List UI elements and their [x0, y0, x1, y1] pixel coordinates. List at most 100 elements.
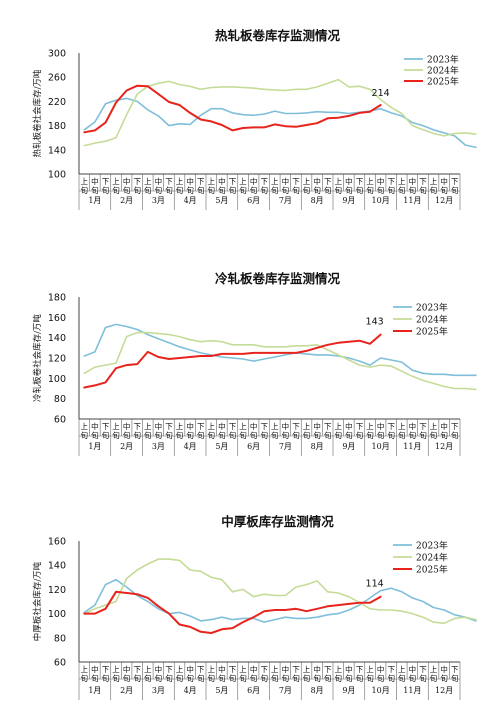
dekad-label: 下旬 — [387, 177, 395, 195]
dekad-label: 中旬 — [123, 176, 131, 195]
dekad-label: 中旬 — [250, 664, 258, 683]
dekad-label: 下旬 — [387, 422, 395, 440]
dekad-label: 中旬 — [155, 664, 163, 683]
month-label: 5月 — [215, 686, 228, 695]
month-label: 5月 — [215, 442, 228, 451]
dekad-label: 中旬 — [409, 664, 417, 683]
series-line-2025年 — [83, 333, 382, 389]
dekad-label: 下旬 — [356, 665, 364, 683]
dekad-label: 上旬 — [366, 422, 374, 440]
dekad-label: 上旬 — [335, 177, 343, 195]
y-axis-label: 热轧板卷社会库存/万吨 — [32, 69, 43, 157]
month-label: 1月 — [88, 442, 101, 451]
month-label: 4月 — [184, 686, 197, 695]
dekad-label: 上旬 — [112, 422, 120, 440]
dekad-label: 下旬 — [451, 177, 459, 195]
dekad-label: 上旬 — [239, 422, 247, 440]
dekad-label: 中旬 — [218, 421, 226, 440]
dekad-label: 上旬 — [176, 422, 184, 440]
dekad-label: 上旬 — [271, 665, 279, 683]
month-label: 4月 — [184, 196, 197, 205]
dekad-label: 中旬 — [155, 176, 163, 195]
dekad-label: 中旬 — [313, 421, 321, 440]
data-label: 143 — [366, 317, 384, 328]
y-axis-label: 中厚板社会库存/万吨 — [32, 561, 43, 641]
dekad-label: 下旬 — [419, 665, 427, 683]
y-tick-label: 60 — [54, 658, 66, 669]
dekad-label: 中旬 — [313, 176, 321, 195]
dekad-label: 中旬 — [123, 421, 131, 440]
y-tick-label: 140 — [48, 561, 66, 572]
month-label: 7月 — [279, 442, 292, 451]
dekad-label: 下旬 — [419, 177, 427, 195]
dekad-label: 下旬 — [165, 177, 173, 195]
dekad-label: 上旬 — [176, 177, 184, 195]
dekad-label: 中旬 — [91, 664, 99, 683]
dekad-label: 下旬 — [260, 422, 268, 440]
dekad-label: 上旬 — [430, 665, 438, 683]
dekad-label: 上旬 — [398, 422, 406, 440]
month-label: 1月 — [88, 196, 101, 205]
dekad-label: 下旬 — [102, 422, 110, 440]
month-label: 1月 — [88, 686, 101, 695]
dekad-label: 下旬 — [165, 422, 173, 440]
dekad-label: 上旬 — [239, 177, 247, 195]
dekad-label: 下旬 — [229, 177, 237, 195]
dekad-label: 中旬 — [345, 176, 353, 195]
legend-label: 2025年 — [416, 326, 448, 338]
dekad-label: 中旬 — [345, 664, 353, 683]
dekad-label: 中旬 — [250, 421, 258, 440]
month-label: 7月 — [279, 686, 292, 695]
month-label: 3月 — [152, 196, 165, 205]
month-label: 5月 — [215, 196, 228, 205]
legend-label: 2023年 — [416, 540, 448, 552]
dekad-label: 下旬 — [387, 665, 395, 683]
dekad-label: 上旬 — [239, 665, 247, 683]
y-tick-label: 100 — [48, 170, 66, 181]
legend-label: 2024年 — [416, 314, 448, 326]
dekad-label: 中旬 — [186, 664, 194, 683]
dekad-label: 上旬 — [398, 665, 406, 683]
month-label: 8月 — [311, 442, 324, 451]
month-label: 2月 — [120, 442, 133, 451]
dekad-label: 下旬 — [260, 665, 268, 683]
dekad-label: 中旬 — [345, 421, 353, 440]
dekad-label: 上旬 — [335, 422, 343, 440]
dekad-label: 中旬 — [123, 664, 131, 683]
legend-label: 2025年 — [427, 76, 459, 88]
dekad-label: 下旬 — [102, 177, 110, 195]
series-line-2024年 — [83, 78, 477, 147]
dekad-label: 上旬 — [430, 177, 438, 195]
series-line-2024年 — [83, 331, 477, 391]
data-label: 214 — [372, 88, 390, 99]
month-label: 12月 — [435, 442, 453, 451]
dekad-label: 下旬 — [102, 665, 110, 683]
dekad-label: 上旬 — [208, 665, 216, 683]
dekad-label: 上旬 — [208, 422, 216, 440]
y-tick-label: 140 — [48, 145, 66, 156]
dekad-label: 上旬 — [81, 422, 89, 440]
dekad-label: 上旬 — [208, 177, 216, 195]
dekad-label: 中旬 — [91, 421, 99, 440]
dekad-label: 下旬 — [419, 422, 427, 440]
month-label: 4月 — [184, 442, 197, 451]
dekad-label: 下旬 — [292, 422, 300, 440]
dekad-label: 中旬 — [250, 176, 258, 195]
month-label: 10月 — [372, 442, 390, 451]
dekad-label: 上旬 — [81, 177, 89, 195]
y-tick-label: 140 — [48, 333, 66, 344]
chart-title: 冷轧板卷库存监测情况 — [215, 271, 341, 286]
month-label: 2月 — [120, 196, 133, 205]
dekad-label: 下旬 — [197, 422, 205, 440]
y-tick-label: 120 — [48, 585, 66, 596]
dekad-label: 下旬 — [165, 665, 173, 683]
dekad-label: 中旬 — [91, 176, 99, 195]
dekad-label: 上旬 — [430, 422, 438, 440]
dekad-label: 中旬 — [282, 421, 290, 440]
dekad-label: 上旬 — [366, 177, 374, 195]
dekad-label: 下旬 — [260, 177, 268, 195]
y-tick-label: 260 — [48, 73, 66, 84]
month-label: 2月 — [120, 686, 133, 695]
